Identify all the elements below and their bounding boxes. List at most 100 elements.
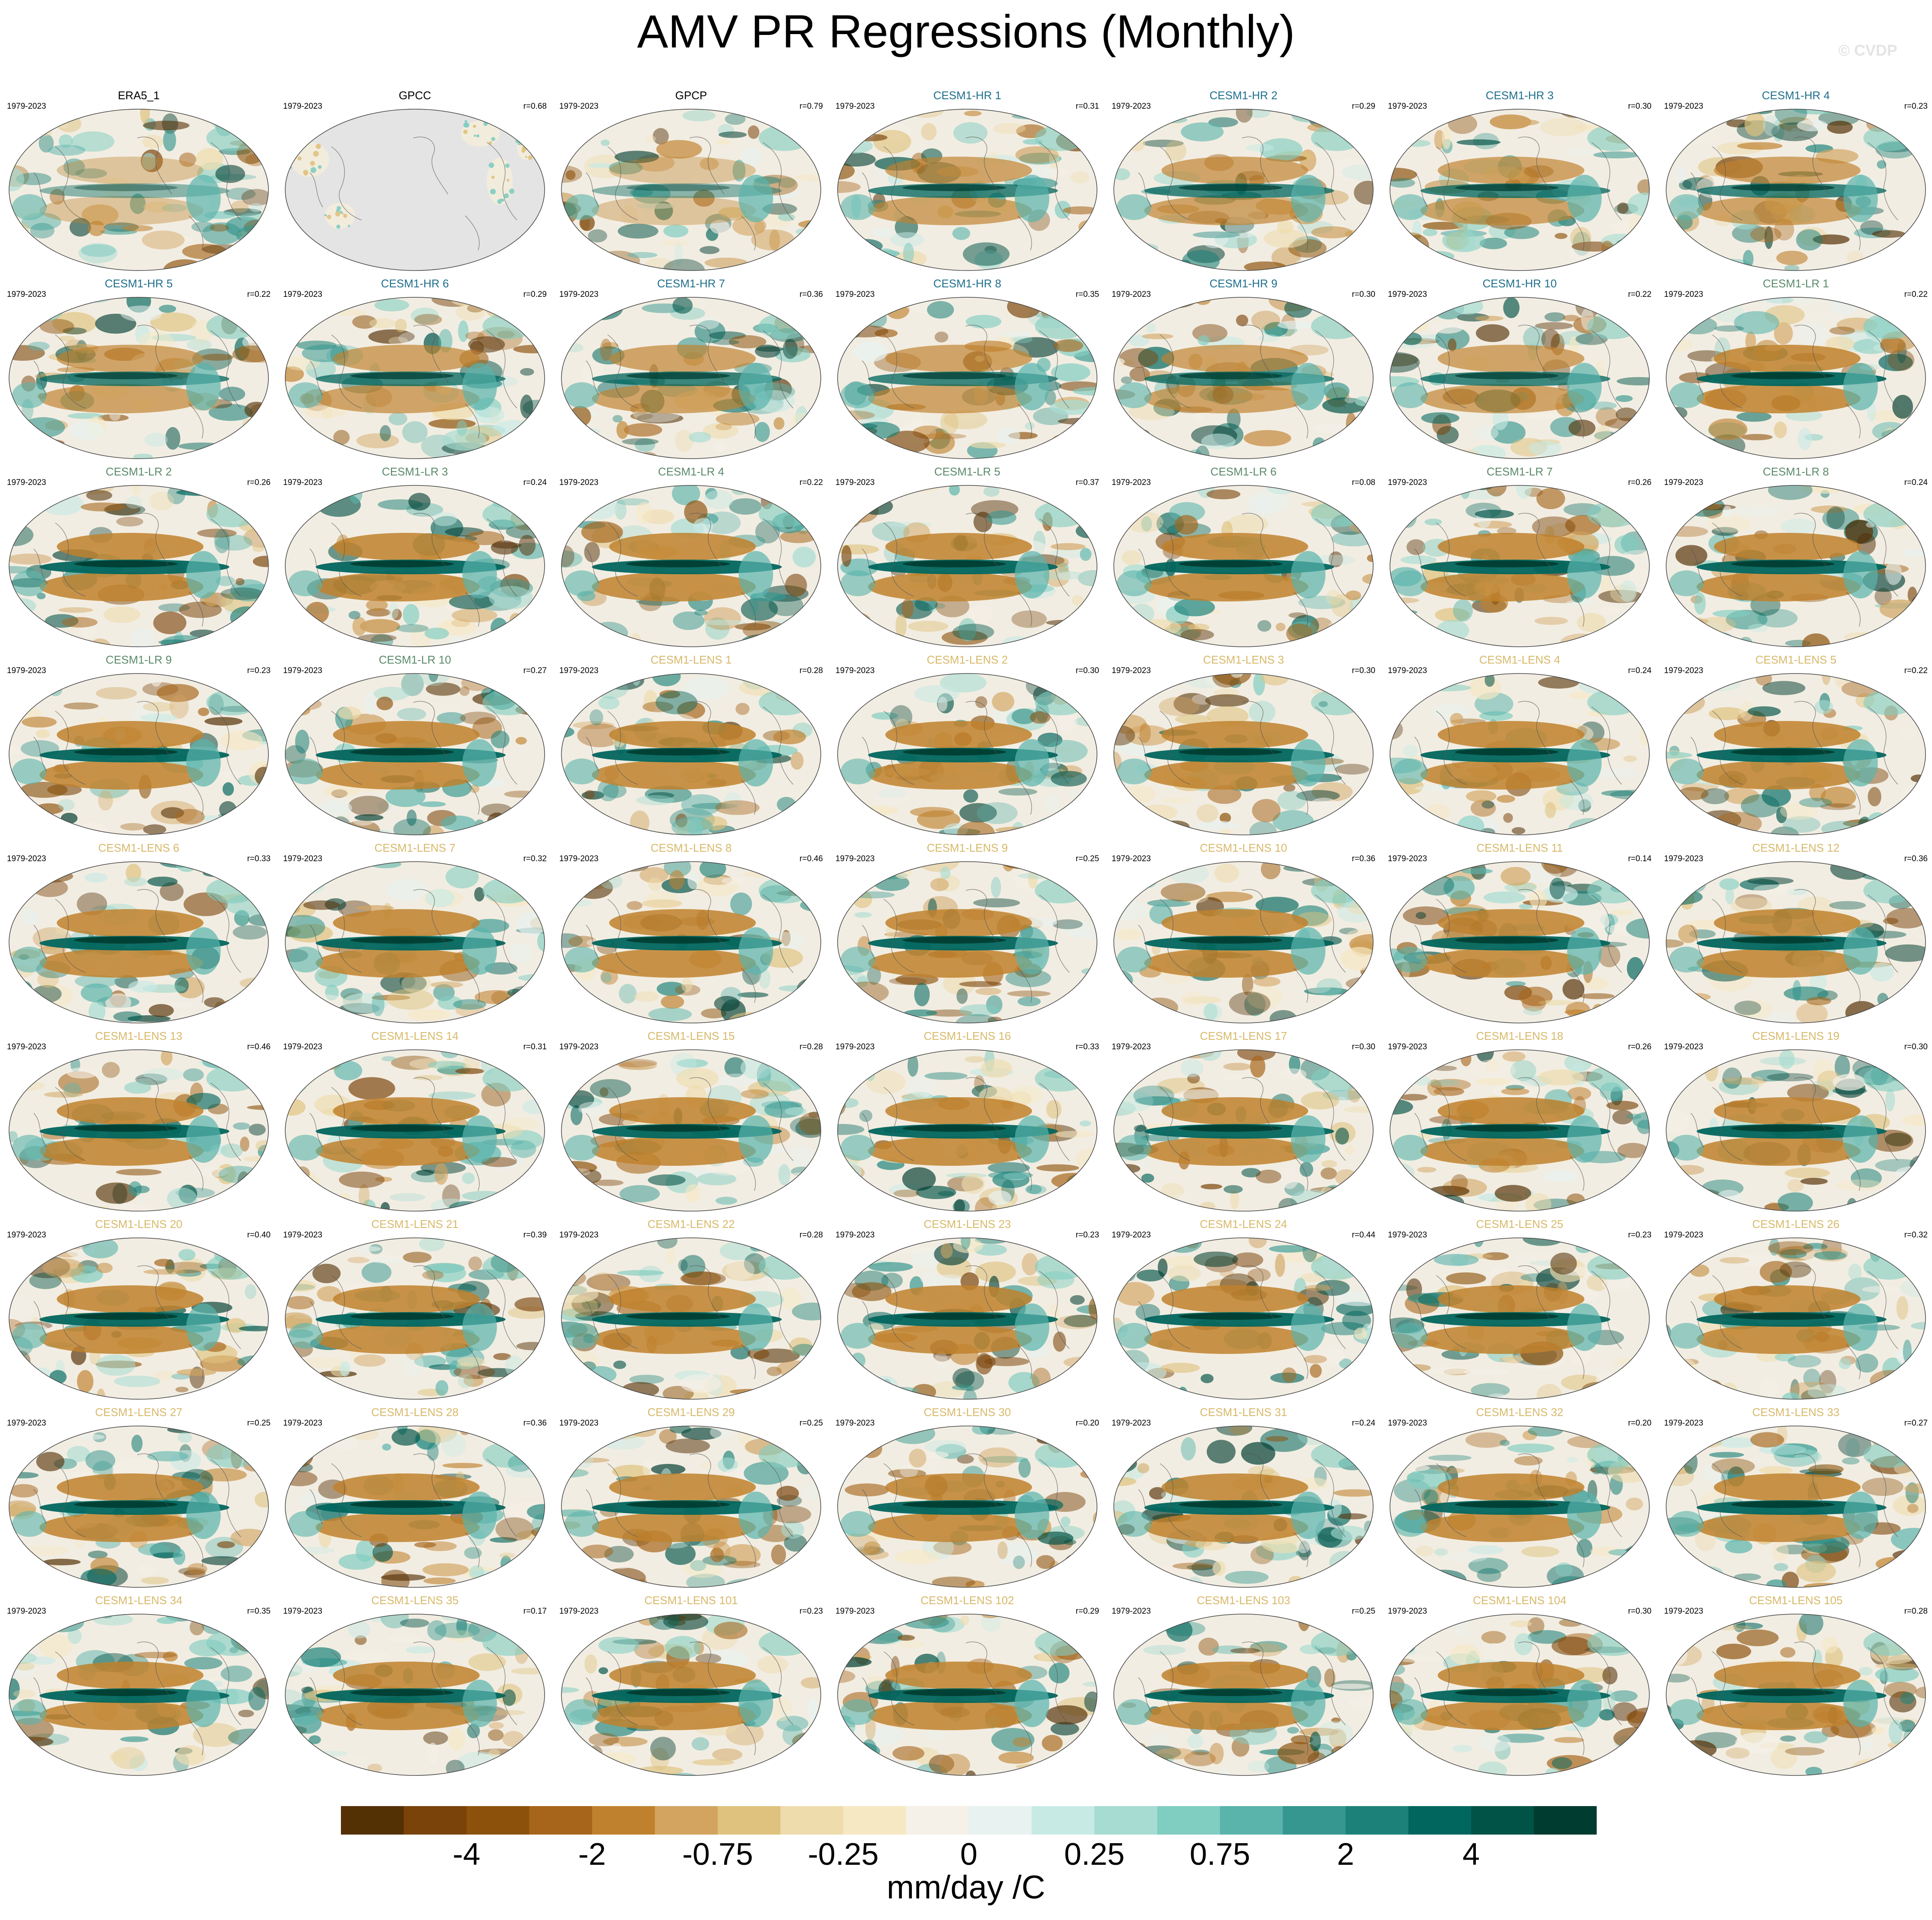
- panel-correlation: r=0.68: [523, 102, 547, 111]
- panel-title: CESM1-LENS 33: [1752, 1406, 1840, 1419]
- panel-title: CESM1-HR 7: [657, 277, 725, 290]
- map-panel: CESM1-LENS 21 1979-2023 r=0.39: [278, 1218, 552, 1400]
- panel-correlation: r=0.25: [799, 1419, 823, 1428]
- map-panel: CESM1-LENS 11 1979-2023 r=0.14: [1383, 841, 1657, 1023]
- panel-period: 1979-2023: [1388, 1042, 1427, 1051]
- colorbar-tick-label: -2: [578, 1837, 606, 1872]
- map-panel: CESM1-HR 6 1979-2023 r=0.29: [278, 277, 552, 459]
- regression-map: [1390, 485, 1650, 647]
- map-panel: CESM1-LENS 18 1979-2023 r=0.26: [1383, 1029, 1657, 1212]
- panel-correlation: r=0.46: [799, 854, 823, 863]
- panel-title: CESM1-LENS 22: [647, 1218, 735, 1231]
- panel-period: 1979-2023: [1664, 1231, 1703, 1240]
- panel-period: 1979-2023: [7, 102, 46, 111]
- regression-map: [1390, 1237, 1650, 1400]
- panel-title: CESM1-LR 5: [934, 465, 1001, 478]
- panel-period: 1979-2023: [1388, 1419, 1427, 1428]
- regression-map: [9, 1614, 269, 1776]
- regression-map: [1113, 297, 1374, 459]
- map-panel: CESM1-LENS 26 1979-2023 r=0.32: [1659, 1218, 1932, 1400]
- panel-correlation: r=0.22: [1904, 290, 1928, 299]
- regression-map: [561, 1237, 821, 1400]
- panel-title: CESM1-LENS 11: [1476, 841, 1563, 854]
- panel-period: 1979-2023: [1112, 290, 1151, 299]
- panel-period: 1979-2023: [1664, 1419, 1703, 1428]
- panel-title: CESM1-LENS 15: [647, 1029, 735, 1042]
- panel-period: 1979-2023: [835, 102, 875, 111]
- colorbar-tick-label: 2: [1336, 1837, 1355, 1872]
- panel-correlation: r=0.31: [523, 1042, 547, 1051]
- panel-period: 1979-2023: [7, 1607, 46, 1616]
- colorbar-swatch: [1220, 1806, 1283, 1835]
- panel-correlation: r=0.40: [247, 1231, 271, 1240]
- panel-title: CESM1-LENS 6: [98, 841, 180, 854]
- panel-period: 1979-2023: [7, 854, 46, 863]
- panel-title: CESM1-LENS 7: [374, 841, 456, 854]
- colorbar-swatch: [1534, 1806, 1597, 1835]
- panel-correlation: r=0.37: [1075, 478, 1099, 487]
- map-panel: CESM1-LENS 33 1979-2023 r=0.27: [1659, 1406, 1932, 1588]
- regression-map: [1390, 1049, 1650, 1212]
- panel-title: CESM1-LENS 20: [95, 1218, 183, 1231]
- colorbar-tick-label: 0: [960, 1837, 978, 1872]
- map-panel: CESM1-LR 5 1979-2023 r=0.37: [830, 465, 1104, 647]
- panel-period: 1979-2023: [835, 1042, 875, 1051]
- colorbar-swatch: [1157, 1806, 1220, 1835]
- panel-period: 1979-2023: [835, 1231, 875, 1240]
- colorbar-swatch: [1471, 1806, 1534, 1835]
- map-panel: CESM1-HR 4 1979-2023 r=0.23: [1659, 89, 1932, 271]
- colorbar-swatch: [906, 1806, 969, 1835]
- map-panel: CESM1-LENS 22 1979-2023 r=0.28: [554, 1218, 828, 1400]
- panel-correlation: r=0.22: [247, 290, 271, 299]
- panel-correlation: r=0.25: [1352, 1607, 1375, 1616]
- panel-correlation: r=0.27: [523, 666, 547, 675]
- panel-period: 1979-2023: [283, 854, 322, 863]
- regression-map: [9, 109, 269, 271]
- panel-period: 1979-2023: [283, 666, 322, 675]
- map-panel: CESM1-LENS 16 1979-2023 r=0.33: [830, 1029, 1104, 1212]
- panel-period: 1979-2023: [835, 1419, 875, 1428]
- regression-map: [561, 673, 821, 835]
- panel-period: 1979-2023: [283, 478, 322, 487]
- panel-title: CESM1-LENS 14: [371, 1029, 459, 1042]
- panel-title: CESM1-LENS 23: [923, 1218, 1011, 1231]
- colorbar-units: mm/day /C: [886, 1869, 1046, 1906]
- panel-correlation: r=0.20: [1628, 1419, 1651, 1428]
- panel-title: CESM1-LR 2: [105, 465, 172, 478]
- map-panel: CESM1-LENS 6 1979-2023 r=0.33: [2, 841, 276, 1023]
- colorbar-tick-label: -0.75: [682, 1837, 753, 1872]
- panel-title: CESM1-LENS 25: [1476, 1218, 1563, 1231]
- panel-title: CESM1-LENS 105: [1749, 1594, 1843, 1607]
- panel-period: 1979-2023: [1112, 666, 1151, 675]
- panel-title: CESM1-LENS 103: [1197, 1594, 1290, 1607]
- colorbar-swatch: [1346, 1806, 1409, 1835]
- panel-correlation: r=0.44: [1352, 1231, 1375, 1240]
- panel-correlation: r=0.36: [1352, 854, 1375, 863]
- regression-map: [1113, 1426, 1374, 1588]
- panel-correlation: r=0.20: [1075, 1419, 1099, 1428]
- colorbar-tick-label: -4: [452, 1837, 481, 1872]
- panel-period: 1979-2023: [559, 1607, 599, 1616]
- regression-map: [1113, 1049, 1374, 1212]
- panel-period: 1979-2023: [559, 1042, 599, 1051]
- colorbar-labels: -4 -2 -0.75 -0.25 0 0.25 0.75 2 4: [0, 1837, 1932, 1872]
- regression-map: [1666, 1237, 1926, 1400]
- map-panel: CESM1-LR 6 1979-2023 r=0.08: [1106, 465, 1380, 647]
- panel-period: 1979-2023: [1388, 1607, 1427, 1616]
- panel-title: CESM1-LENS 17: [1200, 1029, 1287, 1042]
- map-panel: CESM1-LR 1 1979-2023 r=0.22: [1659, 277, 1932, 459]
- regression-map: [285, 861, 545, 1023]
- regression-map: [837, 1614, 1097, 1776]
- map-panel: CESM1-LENS 103 1979-2023 r=0.25: [1106, 1594, 1380, 1776]
- map-panel: CESM1-LENS 34 1979-2023 r=0.35: [2, 1594, 276, 1776]
- panel-title: CESM1-LR 10: [378, 653, 451, 666]
- panel-title: CESM1-LENS 102: [920, 1594, 1014, 1607]
- panel-correlation: r=0.30: [1352, 1042, 1375, 1051]
- panel-correlation: r=0.26: [1628, 478, 1651, 487]
- panel-title: CESM1-LENS 27: [95, 1406, 183, 1419]
- map-panel: CESM1-LENS 23 1979-2023 r=0.23: [830, 1218, 1104, 1400]
- panel-title: CESM1-LENS 30: [923, 1406, 1011, 1419]
- map-panel: CESM1-LENS 15 1979-2023 r=0.28: [554, 1029, 828, 1212]
- regression-map: [1666, 297, 1926, 459]
- panel-title: CESM1-HR 4: [1762, 89, 1830, 102]
